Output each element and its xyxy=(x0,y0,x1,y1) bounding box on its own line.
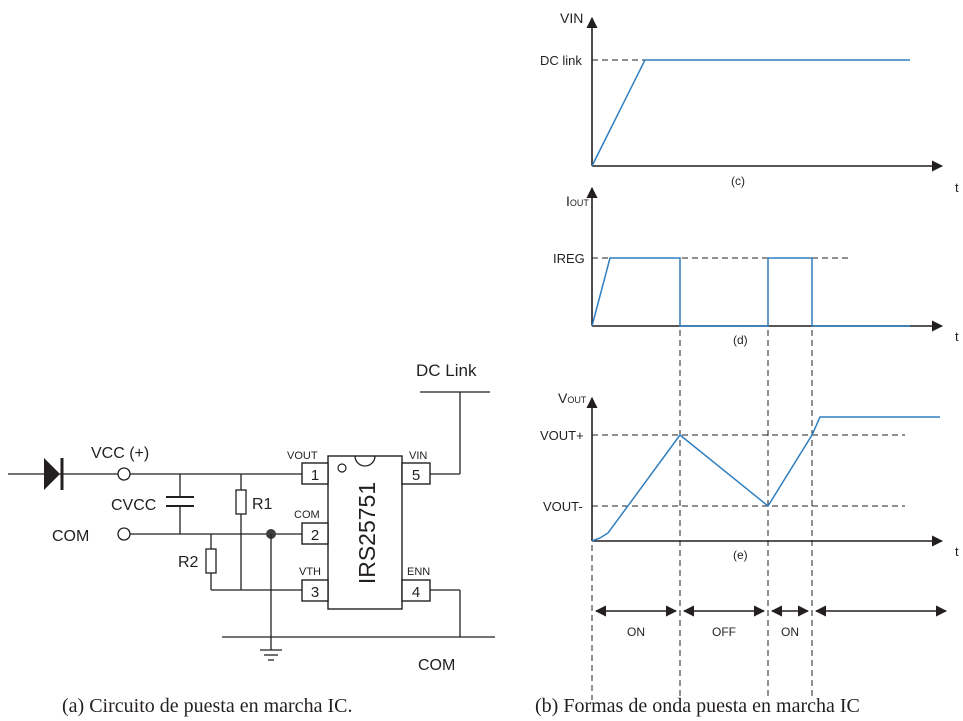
caption-a: (a) Circuito de puesta en marcha IC. xyxy=(62,695,352,717)
vin-y-label: VIN xyxy=(560,10,583,26)
ic-name: IRS25751 xyxy=(354,482,380,584)
iout-y-label: IOUT xyxy=(566,193,589,209)
com-bottom-label: COM xyxy=(418,657,455,674)
pin-2-number: 2 xyxy=(311,527,319,544)
ic-body xyxy=(327,455,403,610)
vout-waveform xyxy=(591,416,940,542)
dc-link-label: DC Link xyxy=(416,361,477,380)
r1-label: R1 xyxy=(252,496,273,513)
iout-waveform xyxy=(591,257,910,327)
pin-1-box xyxy=(301,462,329,485)
diode-icon xyxy=(44,458,60,490)
vin-level-label: DC link xyxy=(540,53,582,68)
vcc-terminal xyxy=(117,467,131,481)
ic-notch xyxy=(354,455,376,467)
vout-y-label: VOUT xyxy=(558,390,587,406)
pin-2-name: COM xyxy=(294,509,320,521)
pin-3-box xyxy=(301,579,329,602)
pin-5-name: VIN xyxy=(409,450,427,462)
vout-plot: VOUT VOUT+ VOUT- t (e) xyxy=(540,390,959,562)
pin-1-name: VOUT xyxy=(287,450,318,462)
phase-timeline: ON OFF ON xyxy=(594,605,948,639)
com-terminal xyxy=(117,527,131,541)
vout-upper-label: VOUT+ xyxy=(540,428,584,443)
iout-plot: IOUT IREG t (d) xyxy=(553,186,959,347)
iout-sub-label: (d) xyxy=(733,333,748,347)
pin-5-number: 5 xyxy=(412,467,420,484)
r2-label: R2 xyxy=(178,554,199,571)
phase-label-on-2: ON xyxy=(781,625,799,639)
phase-label-on-1: ON xyxy=(627,625,645,639)
iout-level-label: IREG xyxy=(553,251,585,266)
vin-sub-label: (c) xyxy=(731,174,745,188)
vout-sub-label: (e) xyxy=(733,548,748,562)
resistor-r2 xyxy=(205,548,217,574)
pin-5-box xyxy=(401,462,431,485)
iout-x-label: t xyxy=(955,329,959,344)
resistor-r1 xyxy=(235,489,247,515)
pin-3-name: VTH xyxy=(299,566,321,578)
vin-x-label: t xyxy=(955,180,959,195)
pin-2-box xyxy=(301,522,329,545)
caption-b: (b) Formas de onda puesta en marcha IC xyxy=(535,695,860,717)
phase-label-off: OFF xyxy=(712,625,736,639)
pin-4-name: ENN xyxy=(407,566,430,578)
com-left-label: COM xyxy=(52,528,89,545)
vout-x-label: t xyxy=(955,544,959,559)
pin-1-number: 1 xyxy=(311,467,319,484)
waveforms: VIN DC link t (c) IOUT IREG t (d) VOUT V… xyxy=(540,10,959,700)
vout-lower-label: VOUT- xyxy=(543,499,583,514)
pin1-indicator xyxy=(337,463,347,473)
pin-4-number: 4 xyxy=(412,584,420,601)
pin-3-number: 3 xyxy=(311,584,319,601)
vcc-label: VCC (+) xyxy=(91,445,149,462)
vin-waveform xyxy=(591,59,910,167)
cvcc-label: CVCC xyxy=(111,497,156,514)
vin-plot: VIN DC link t (c) xyxy=(540,10,959,195)
pin-4-box xyxy=(401,579,431,602)
circuit-schematic: DC Link VCC (+) CVCC COM COM R1 R2 IRS25… xyxy=(8,361,495,674)
